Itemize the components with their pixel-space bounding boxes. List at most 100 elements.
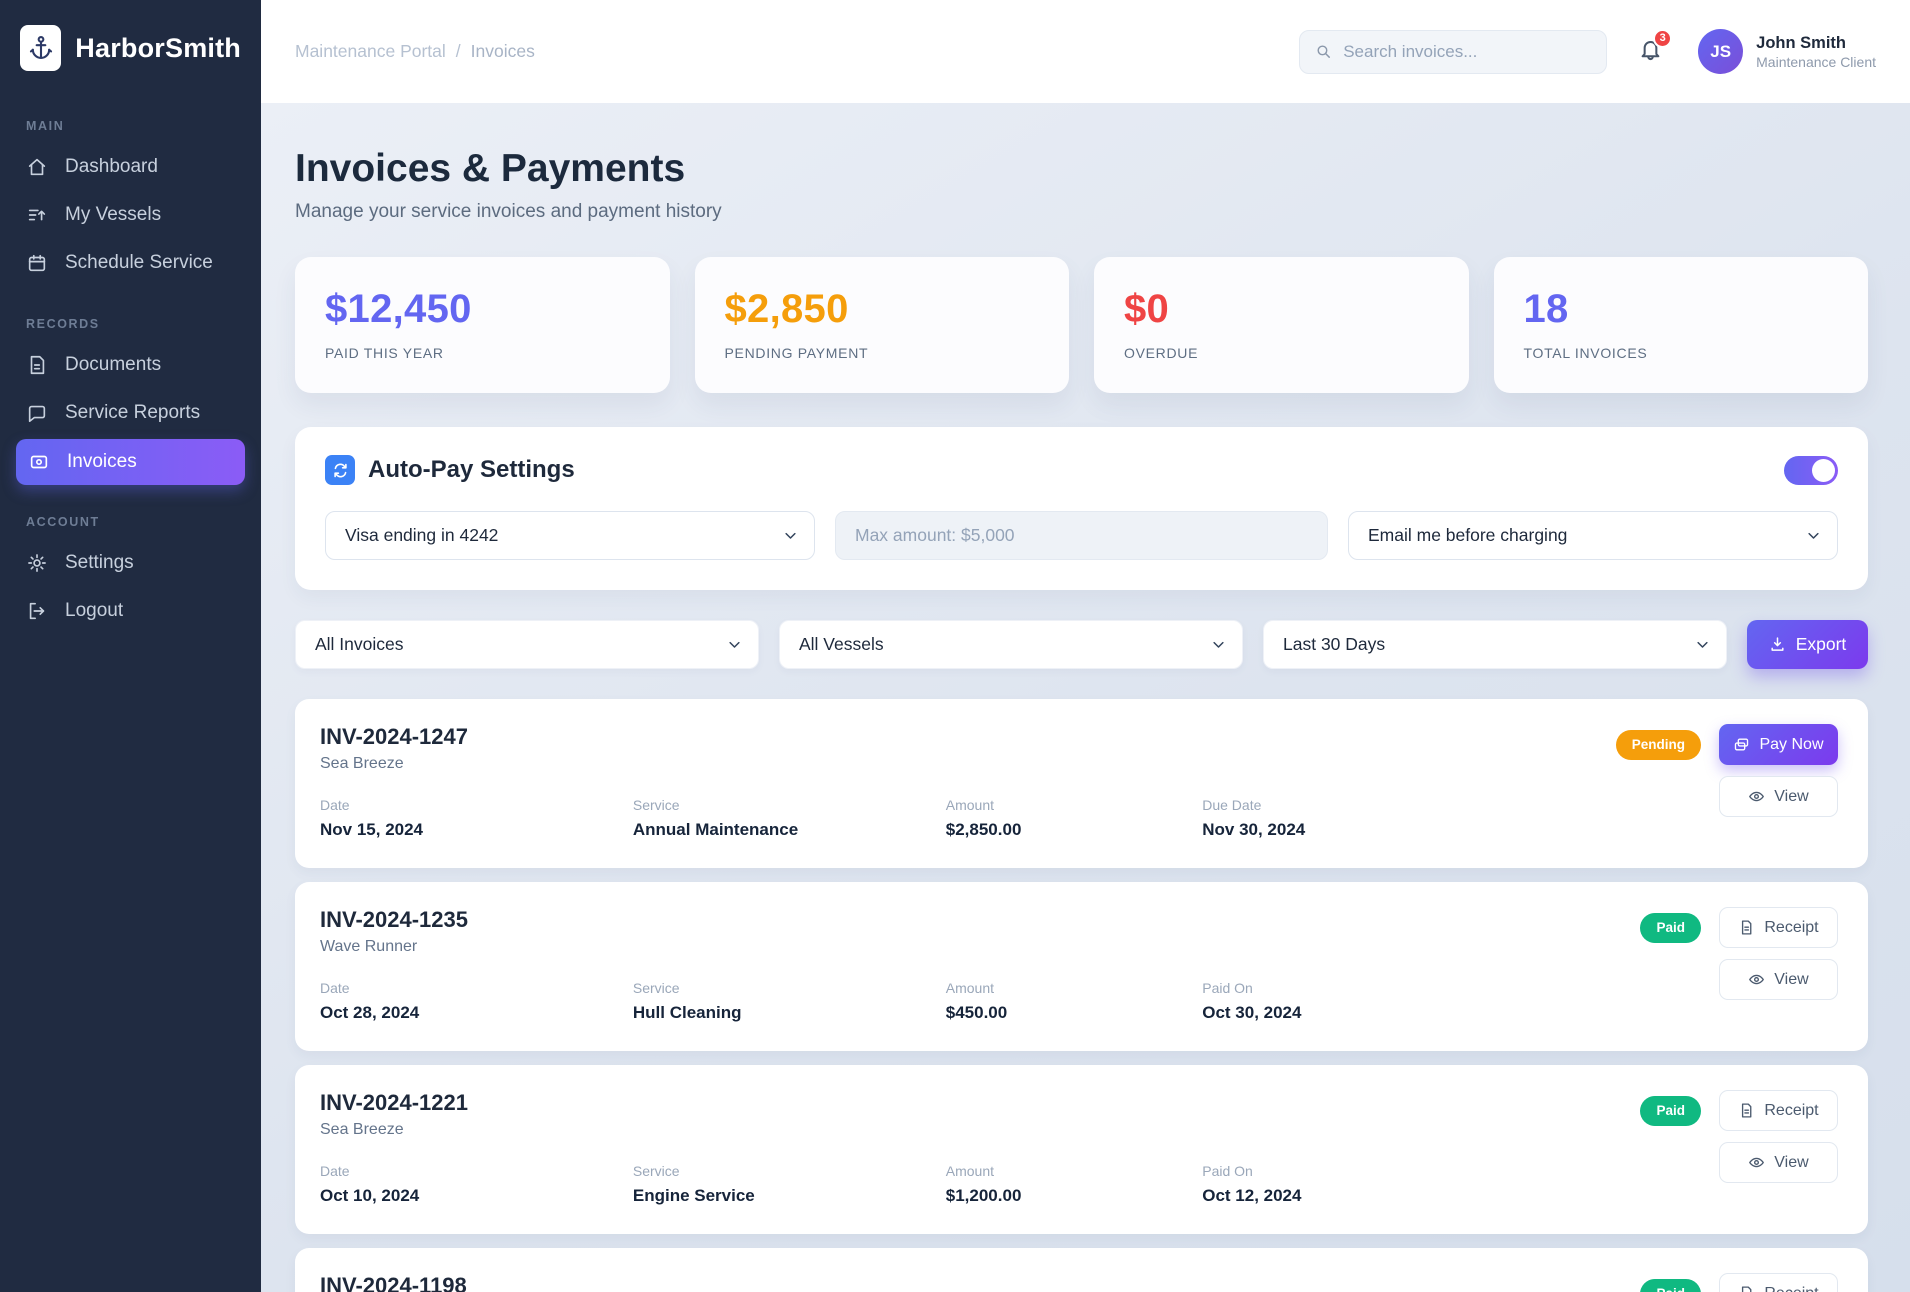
notify-option-select[interactable]: Email me before charging <box>1348 511 1838 560</box>
search-input[interactable] <box>1343 41 1592 62</box>
invoice-card-icon <box>30 455 48 469</box>
receipt-button[interactable]: Receipt <box>1719 1090 1838 1131</box>
view-button[interactable]: View <box>1719 1142 1838 1183</box>
view-button[interactable]: View <box>1719 959 1838 1000</box>
stat-card-paid-this-year: $12,450 PAID THIS YEAR <box>295 257 670 393</box>
user-name: John Smith <box>1756 34 1846 53</box>
sidebar-item-settings[interactable]: Settings <box>0 539 261 587</box>
sidebar-item-label: Service Reports <box>65 402 201 423</box>
sync-icon <box>325 455 355 485</box>
payment-method-select[interactable]: Visa ending in 4242 <box>325 511 815 560</box>
stat-value: $2,850 <box>724 287 849 331</box>
stat-card-pending-payment: $2,850 PENDING PAYMENT <box>694 257 1069 393</box>
home-icon <box>28 158 46 176</box>
invoice-field-date: Date Oct 10, 2024 <box>320 1163 420 1205</box>
view-label: View <box>1774 787 1809 805</box>
breadcrumb-separator: / <box>455 41 461 61</box>
section-label-main: MAIN <box>26 119 65 133</box>
invoice-row: INV-2024-1198 Ocean Spirit DateSep 15, 2… <box>295 1248 1868 1292</box>
receipt-button[interactable]: Receipt <box>1719 907 1838 948</box>
chevron-down-icon <box>729 641 740 648</box>
search-icon <box>1317 45 1331 58</box>
invoice-vessel: Sea Breeze <box>320 1121 404 1138</box>
sidebar-item-label: Settings <box>65 552 134 573</box>
receipt-icon <box>1742 1103 1752 1118</box>
invoice-type-filter[interactable]: All Invoices <box>295 620 759 669</box>
notifications-button[interactable]: 3 <box>1637 28 1673 68</box>
section-label-records: RECORDS <box>26 317 100 331</box>
status-badge: Paid <box>1640 913 1701 943</box>
filter-row: All Invoices All Vessels Last 30 Days Ex… <box>295 620 1868 669</box>
invoice-field-paid-on: Paid On Oct 12, 2024 <box>1202 1163 1302 1205</box>
search-box <box>1299 29 1608 74</box>
date-range-value: Last 30 Days <box>1283 634 1386 654</box>
toggle-knob <box>1812 458 1835 482</box>
topbar: Maintenance Portal / Invoices 3 JS John … <box>261 0 1910 103</box>
sidebar-item-schedule-service[interactable]: Schedule Service <box>0 239 261 287</box>
export-icon <box>1771 637 1784 651</box>
breadcrumb-current: Invoices <box>470 41 535 61</box>
stat-value: $12,450 <box>325 287 472 331</box>
sidebar-item-dashboard[interactable]: Dashboard <box>0 143 261 191</box>
invoice-field-service: Service Annual Maintenance <box>632 797 799 839</box>
pay-now-label: Pay Now <box>1759 735 1824 753</box>
eye-icon <box>1749 791 1765 802</box>
user-role: Maintenance Client <box>1756 53 1876 70</box>
sidebar-item-my-vessels[interactable]: My Vessels <box>0 191 261 239</box>
status-badge: Pending <box>1615 730 1701 760</box>
section-label-account: ACCOUNT <box>26 515 100 529</box>
invoice-row: INV-2024-1235 Wave Runner Date Oct 28, 20… <box>295 882 1868 1051</box>
export-button[interactable]: Export <box>1747 620 1868 669</box>
sidebar-item-invoices[interactable]: Invoices <box>16 439 245 485</box>
receipt-icon <box>1742 1286 1752 1292</box>
sidebar-item-documents[interactable]: Documents <box>0 341 261 389</box>
invoice-field-date: Date Oct 28, 2024 <box>320 980 420 1022</box>
sidebar-item-label: Documents <box>65 354 162 375</box>
view-button[interactable]: View <box>1719 776 1838 817</box>
list-arrow-icon <box>28 209 46 221</box>
autopay-card: Auto-Pay Settings Visa ending in 4242 Em… <box>295 427 1868 590</box>
sidebar-item-service-reports[interactable]: Service Reports <box>0 389 261 437</box>
receipt-label: Receipt <box>1764 1101 1819 1119</box>
stat-label: PENDING PAYMENT <box>724 345 869 361</box>
brand-name: HarborSmith <box>75 32 241 63</box>
export-label: Export <box>1795 634 1847 654</box>
stat-label: OVERDUE <box>1124 345 1199 361</box>
document-icon <box>30 355 45 375</box>
chevron-down-icon <box>1808 532 1819 539</box>
autopay-toggle[interactable] <box>1784 455 1838 485</box>
page-subtitle: Manage your service invoices and payment… <box>295 201 722 222</box>
receipt-button[interactable]: Receipt <box>1719 1273 1838 1292</box>
invoice-vessel: Sea Breeze <box>320 755 404 772</box>
invoice-field-amount: Amount $1,200.00 <box>945 1163 1022 1205</box>
sidebar-item-logout[interactable]: Logout <box>0 587 261 635</box>
sidebar-item-label: Invoices <box>67 451 137 472</box>
report-bubble-icon <box>28 405 46 423</box>
user-menu[interactable]: JS John Smith Maintenance Client <box>1698 29 1876 74</box>
chevron-down-icon <box>1213 641 1224 648</box>
invoice-row: INV-2024-1221 Sea Breeze Date Oct 10, 202… <box>295 1065 1868 1234</box>
vessel-filter[interactable]: All Vessels <box>779 620 1243 669</box>
view-label: View <box>1774 1153 1809 1171</box>
invoice-row: INV-2024-1247 Sea Breeze Date Nov 15, 202… <box>295 699 1868 868</box>
receipt-icon <box>1742 920 1752 935</box>
status-badge: Paid <box>1640 1279 1701 1292</box>
vessel-filter-value: All Vessels <box>799 634 884 654</box>
date-range-filter[interactable]: Last 30 Days <box>1263 620 1727 669</box>
card-icon <box>1735 738 1749 751</box>
stats-row: $12,450 PAID THIS YEAR $2,850 PENDING PA… <box>295 257 1868 393</box>
pay-now-button[interactable]: Pay Now <box>1719 724 1838 765</box>
max-amount-input[interactable] <box>855 525 1308 546</box>
invoice-id: INV-2024-1221 <box>320 1090 468 1115</box>
max-amount-field-wrap <box>835 511 1328 560</box>
receipt-label: Receipt <box>1764 918 1819 936</box>
logout-icon <box>29 602 45 620</box>
invoice-id: INV-2024-1247 <box>320 724 468 749</box>
receipt-label: Receipt <box>1764 1285 1818 1292</box>
invoice-id: INV-2024-1198 <box>320 1273 467 1292</box>
invoice-field-amount: Amount $450.00 <box>945 980 1008 1022</box>
breadcrumb: Maintenance Portal / Invoices <box>295 41 535 62</box>
stat-label: TOTAL INVOICES <box>1523 345 1648 361</box>
breadcrumb-parent[interactable]: Maintenance Portal <box>295 41 446 61</box>
stat-value: $0 <box>1124 287 1170 331</box>
